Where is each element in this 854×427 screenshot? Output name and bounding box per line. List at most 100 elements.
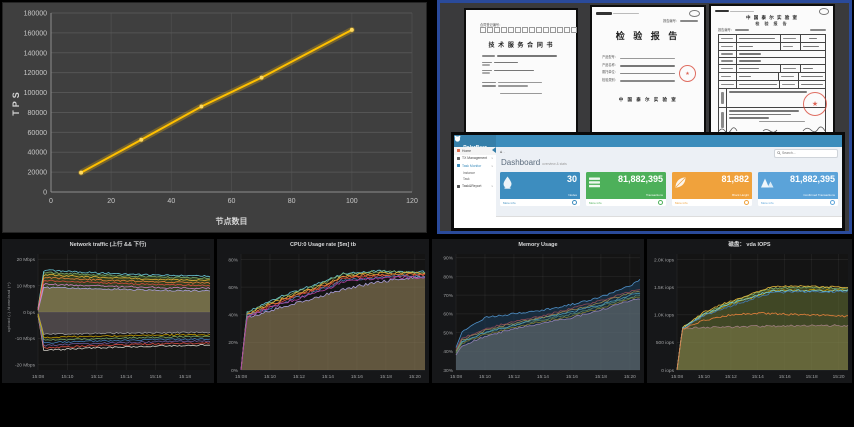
- red-stamp: ★: [803, 92, 827, 116]
- dashboard-topbar: [454, 135, 842, 147]
- panel-cpu-usage: CPU:0 Usage rate [5m] tb 0% 20% 40% 60% 80% 1…: [217, 239, 429, 383]
- contract-document: 合同登记编号： 技 术 服 务 合 同 书: [464, 8, 578, 134]
- cpu-usage-chart: 0% 20% 40% 60% 80% 15:08 15:10 15:12 15:14 15:16 1…: [228, 254, 426, 380]
- svg-text:20%: 20%: [228, 340, 238, 346]
- arrow-circle-icon: [657, 199, 663, 206]
- svg-text:80%: 80%: [228, 257, 238, 263]
- search-box[interactable]: [774, 149, 838, 158]
- search-input[interactable]: [782, 151, 835, 156]
- polarbear-dashboard: PolarBear Home TX Management v Task Moni…: [451, 132, 845, 231]
- svg-text:90%: 90%: [443, 256, 453, 262]
- svg-text:60%: 60%: [228, 285, 238, 291]
- svg-text:20: 20: [107, 198, 115, 205]
- report-org-footer: 中 国 泰 尔 实 验 室: [618, 97, 678, 102]
- card-value: 81,882,395: [789, 174, 835, 184]
- memory-usage-chart: 30% 40% 50% 60% 70% 80% 90% 15:08 15:10 15:12 15:1…: [443, 254, 641, 380]
- svg-text:15:10: 15:10: [264, 374, 276, 380]
- tps-chart: 0 20000 40000 60000 80000 100000 120000 140000 1…: [11, 11, 418, 227]
- card-block-height[interactable]: 81,882 Block Height More info: [672, 172, 752, 206]
- arrow-circle-icon: [571, 199, 577, 206]
- svg-text:15:18: 15:18: [806, 374, 818, 380]
- card-nodes[interactable]: 30 Nodes More info: [500, 172, 580, 206]
- report-icon: [457, 184, 460, 188]
- svg-text:40: 40: [167, 198, 175, 205]
- sidebar-item-task-monitor[interactable]: Task Monitor v: [454, 162, 496, 170]
- svg-text:120: 120: [406, 198, 418, 205]
- card-label: Transactions: [645, 193, 663, 197]
- sidebar-item-home[interactable]: Home: [454, 147, 496, 155]
- svg-text:15:18: 15:18: [380, 374, 392, 380]
- report-title: 检 验 报 告: [615, 31, 681, 41]
- drop-icon: [503, 176, 512, 189]
- svg-text:60000: 60000: [28, 130, 48, 137]
- sidebar-item-tx-management[interactable]: TX Management v: [454, 155, 496, 163]
- y-axis-label: upload (-) /download (+): [6, 282, 11, 332]
- dashboard-footer-strip: [496, 216, 842, 228]
- card-footer[interactable]: More info: [758, 199, 838, 206]
- svg-text:20 Mbps: 20 Mbps: [17, 257, 36, 263]
- card-transactions[interactable]: 81,882,395 Transactions More info: [586, 172, 666, 206]
- arrow-circle-icon: [743, 199, 749, 206]
- svg-text:15:12: 15:12: [508, 374, 520, 380]
- report-cover-document: 报告编号： 检 验 报 告 产品型号： 产品名称： 委托单位： 检验类别： ★ …: [590, 5, 706, 136]
- search-icon: [777, 151, 781, 156]
- seal-logo: [819, 8, 829, 15]
- sidebar-item-task-report[interactable]: Task&Report v: [454, 183, 496, 191]
- active-indicator: [492, 147, 496, 153]
- panel-title[interactable]: Network traffic (上行 && 下行): [69, 242, 147, 248]
- svg-text:15:18: 15:18: [179, 374, 191, 380]
- svg-text:15:08: 15:08: [671, 374, 683, 380]
- home-icon: [457, 149, 460, 153]
- card-footer[interactable]: More info: [500, 199, 580, 206]
- svg-text:160000: 160000: [24, 30, 47, 37]
- card-label: Block Height: [732, 193, 749, 197]
- card-footer[interactable]: More info: [672, 199, 752, 206]
- svg-text:10 Mbps: 10 Mbps: [17, 283, 36, 289]
- card-confirmed-transactions[interactable]: 81,882,395 Confirmed Transactions More i…: [758, 172, 838, 206]
- report-no-label: 报告编号：: [663, 19, 679, 23]
- sidebar-item-instance[interactable]: Instance: [463, 170, 476, 175]
- brand[interactable]: PolarBear: [454, 135, 496, 151]
- svg-text:15:16: 15:16: [150, 374, 162, 380]
- contract-reg-label: 合同登记编号：: [480, 23, 503, 27]
- svg-text:-10 Mbps: -10 Mbps: [15, 336, 36, 342]
- leaf-icon: [675, 177, 686, 188]
- sidebar: Home TX Management v Task Monitor v Inst…: [454, 147, 497, 228]
- card-value: 81,882,395: [617, 174, 663, 184]
- red-stamp: ★: [679, 65, 696, 82]
- report-page-org: 中 国 泰 尔 实 验 室: [745, 15, 798, 20]
- svg-text:40000: 40000: [28, 150, 48, 157]
- panel-title[interactable]: 磁盘： vda IOPS: [728, 242, 771, 248]
- card-value: 30: [566, 174, 577, 184]
- cttl-logo: [596, 12, 612, 15]
- svg-text:1.0K iops: 1.0K iops: [654, 313, 675, 319]
- svg-text:100000: 100000: [24, 90, 47, 97]
- svg-text:500 iops: 500 iops: [656, 340, 675, 346]
- panel-title[interactable]: Memory Usage: [518, 242, 558, 248]
- svg-text:15:14: 15:14: [120, 374, 132, 380]
- disk-iops-chart: 0 iops 500 iops 1.0K iops 1.5K iops 2.0K iop…: [654, 254, 849, 380]
- svg-text:节点数目: 节点数目: [216, 216, 248, 226]
- svg-text:TPS: TPS: [11, 89, 21, 116]
- svg-text:0: 0: [43, 190, 47, 197]
- breadcrumb[interactable]: ⌂ ›: [500, 149, 505, 154]
- panel-memory-usage: Memory Usage 30% 40% 50% 60% 70% 80% 90% 15:08 1…: [432, 239, 644, 383]
- svg-text:50%: 50%: [443, 330, 453, 336]
- svg-text:15:08: 15:08: [32, 374, 44, 380]
- mountain-icon: [761, 178, 774, 188]
- svg-text:15:12: 15:12: [293, 374, 305, 380]
- svg-text:15:16: 15:16: [351, 374, 363, 380]
- report-page-subtitle: 检 验 报 告: [755, 21, 789, 26]
- panel-title[interactable]: CPU:0 Usage rate [5m] tb: [289, 242, 357, 248]
- report-fields: 产品型号： 产品名称： 委托单位： 检验类别：: [602, 55, 694, 85]
- svg-text:15:14: 15:14: [752, 374, 764, 380]
- svg-text:-20 Mbps: -20 Mbps: [15, 363, 36, 369]
- sidebar-item-task[interactable]: Task: [463, 177, 470, 182]
- svg-text:0: 0: [49, 198, 53, 205]
- tps-chart-panel: 0 20000 40000 60000 80000 100000 120000 140000 1…: [2, 2, 427, 233]
- metric-cards: 30 Nodes More info 81,882,395 Transactio…: [500, 172, 838, 206]
- home-breadcrumb-icon: ⌂: [500, 149, 503, 154]
- card-footer[interactable]: More info: [586, 199, 666, 206]
- svg-text:15:14: 15:14: [322, 374, 334, 380]
- svg-text:20000: 20000: [28, 170, 48, 177]
